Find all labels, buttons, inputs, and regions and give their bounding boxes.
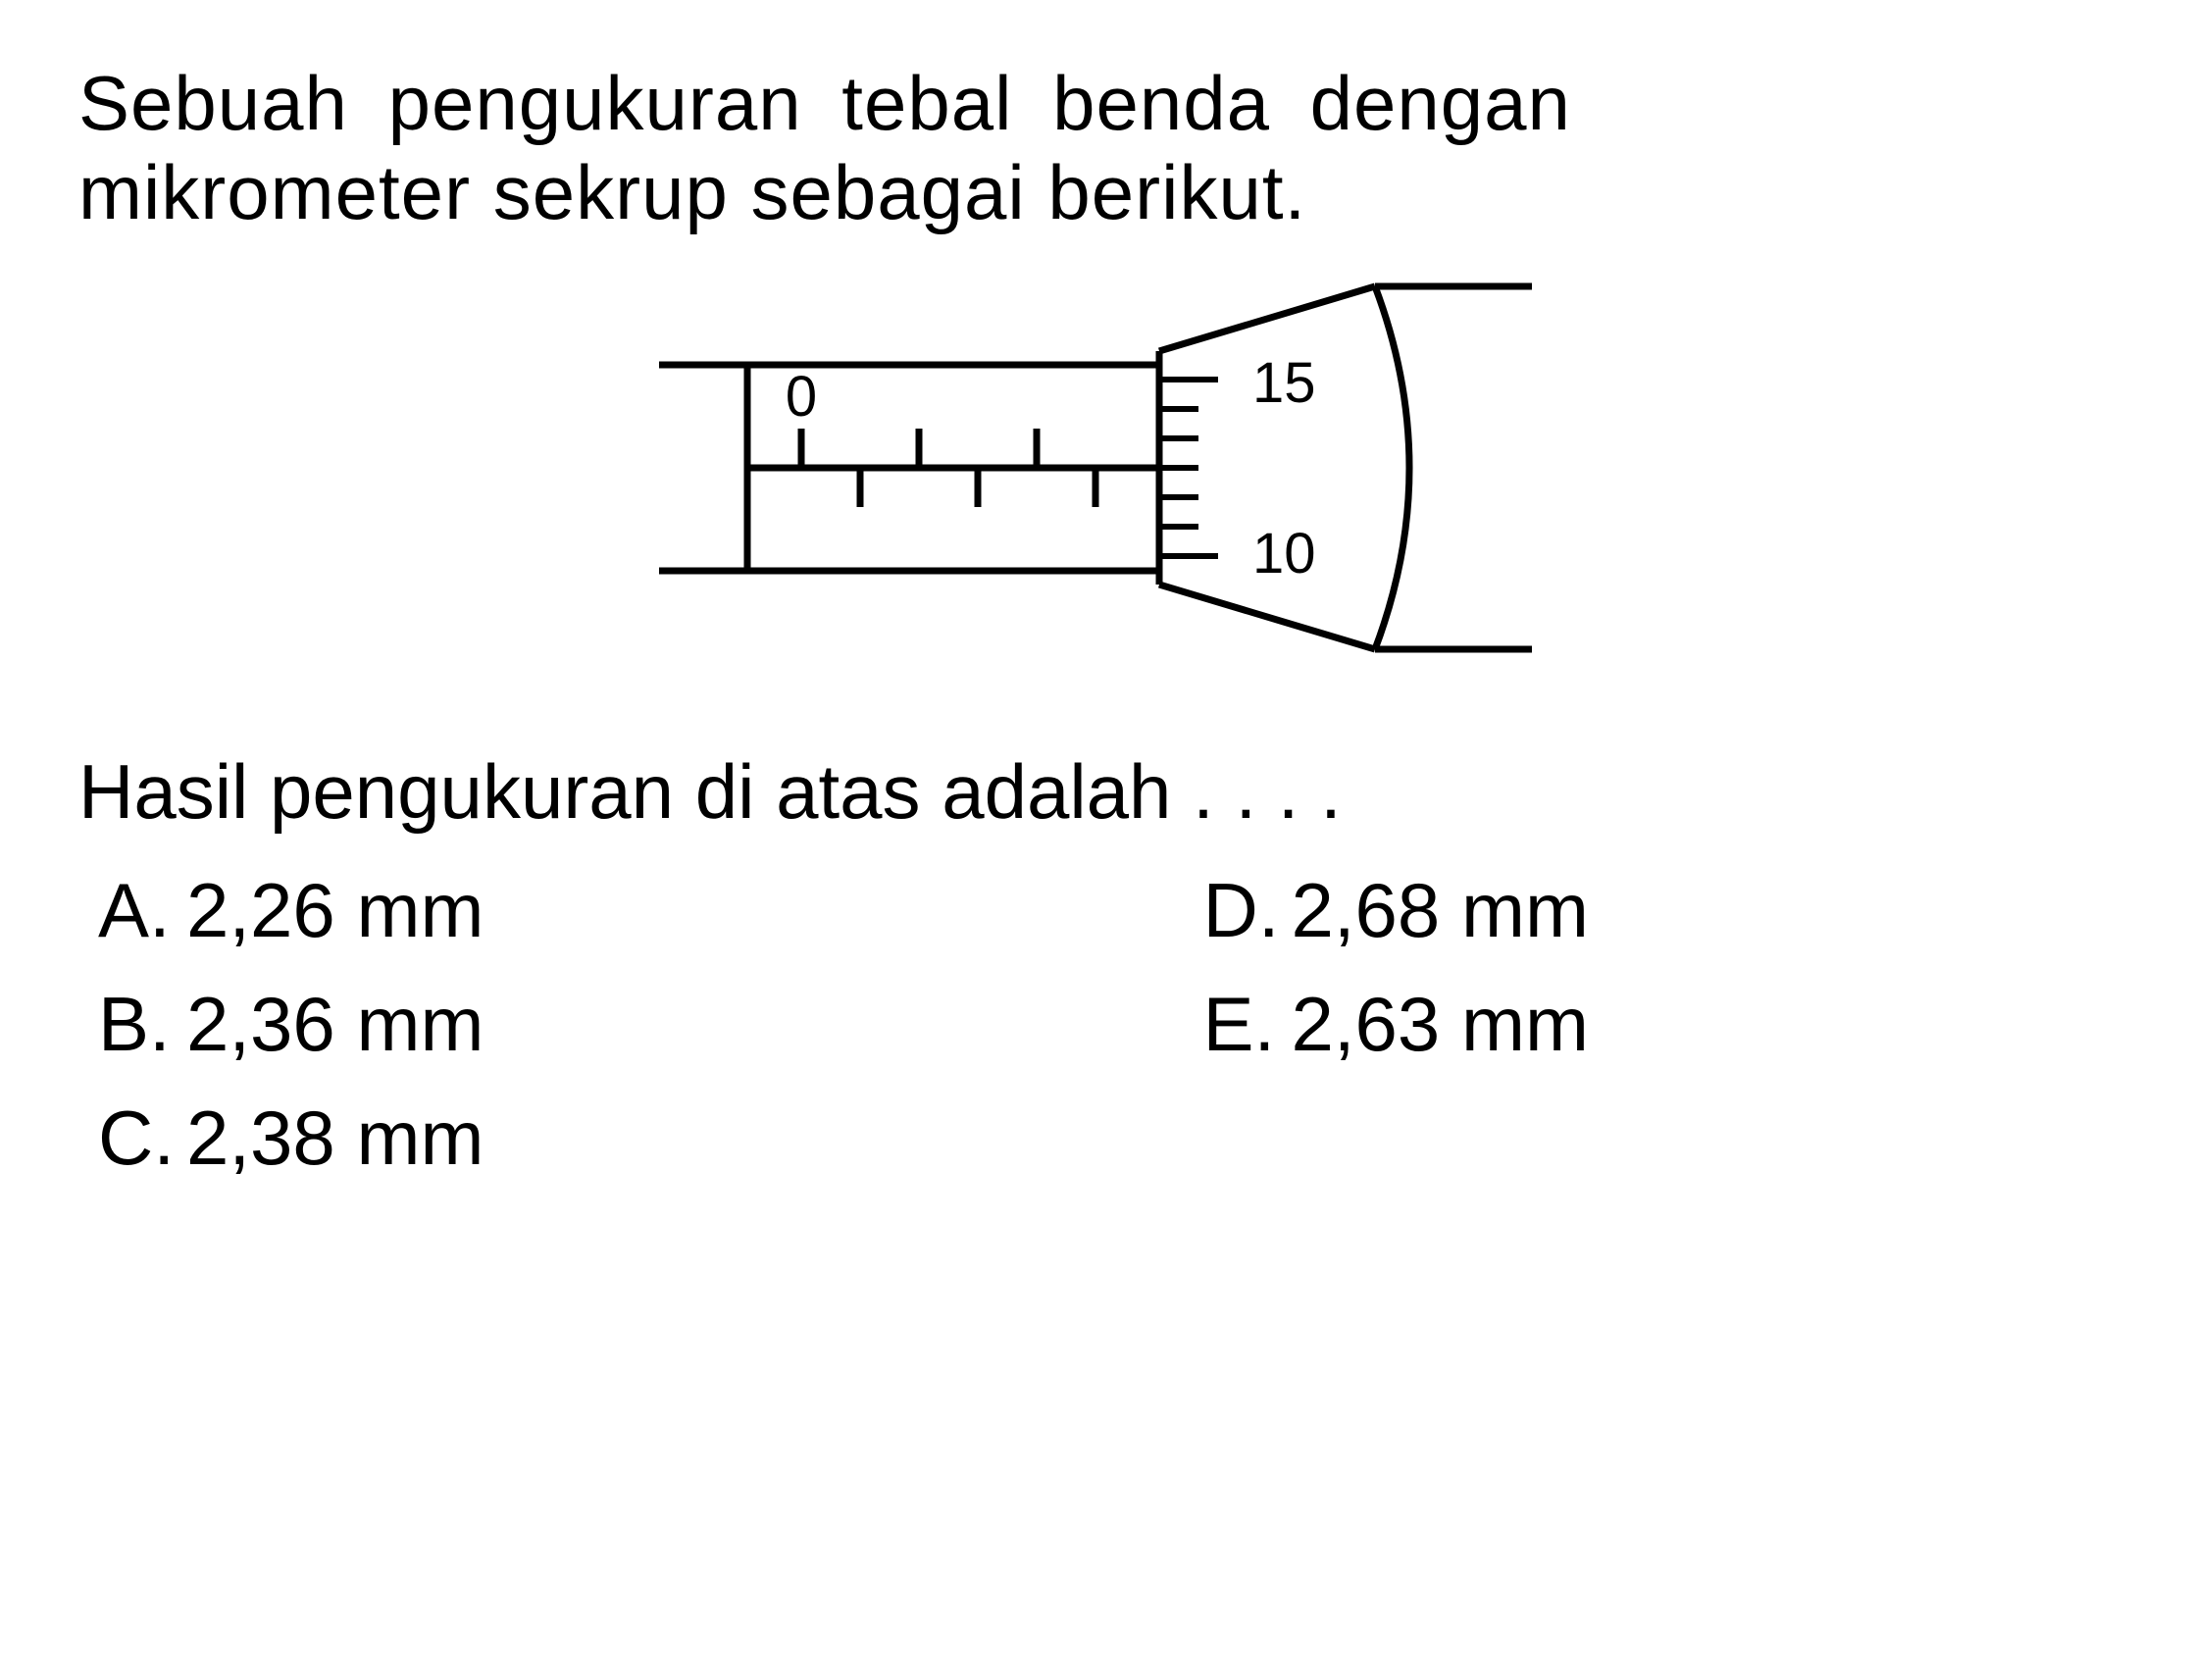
option-a-letter: A.: [98, 866, 186, 955]
thimble-label-15: 15: [1252, 351, 1316, 415]
option-b-text: 2,36 mm: [186, 980, 484, 1069]
option-e: E. 2,63 mm: [1203, 980, 2113, 1069]
micrometer-svg: 0 15 10: [630, 277, 1561, 688]
answer-options: A. 2,26 mm D. 2,68 mm B. 2,36 mm E. 2,63…: [78, 866, 2112, 1183]
option-d: D. 2,68 mm: [1203, 866, 2113, 955]
option-e-text: 2,63 mm: [1292, 980, 1589, 1069]
option-c-letter: C.: [98, 1094, 186, 1183]
option-c-text: 2,38 mm: [186, 1094, 484, 1183]
question-line-1: Sebuah pengukuran tebal benda dengan: [78, 59, 2112, 148]
option-d-letter: D.: [1203, 866, 1292, 955]
option-e-letter: E.: [1203, 980, 1292, 1069]
option-c: C. 2,38 mm: [98, 1094, 1007, 1183]
option-a: A. 2,26 mm: [98, 866, 1007, 955]
result-prompt: Hasil pengukuran di atas adalah . . . .: [78, 747, 2112, 837]
question-line-2: mikrometer sekrup sebagai berikut.: [78, 148, 2112, 237]
option-b: B. 2,36 mm: [98, 980, 1007, 1069]
option-b-letter: B.: [98, 980, 186, 1069]
question-prompt: Sebuah pengukuran tebal benda dengan mik…: [78, 59, 2112, 237]
thimble-label-10: 10: [1252, 522, 1316, 585]
option-d-text: 2,68 mm: [1292, 866, 1589, 955]
micrometer-diagram: 0 15 10: [78, 277, 2112, 688]
option-a-text: 2,26 mm: [186, 866, 484, 955]
main-scale-zero-label: 0: [785, 365, 816, 429]
